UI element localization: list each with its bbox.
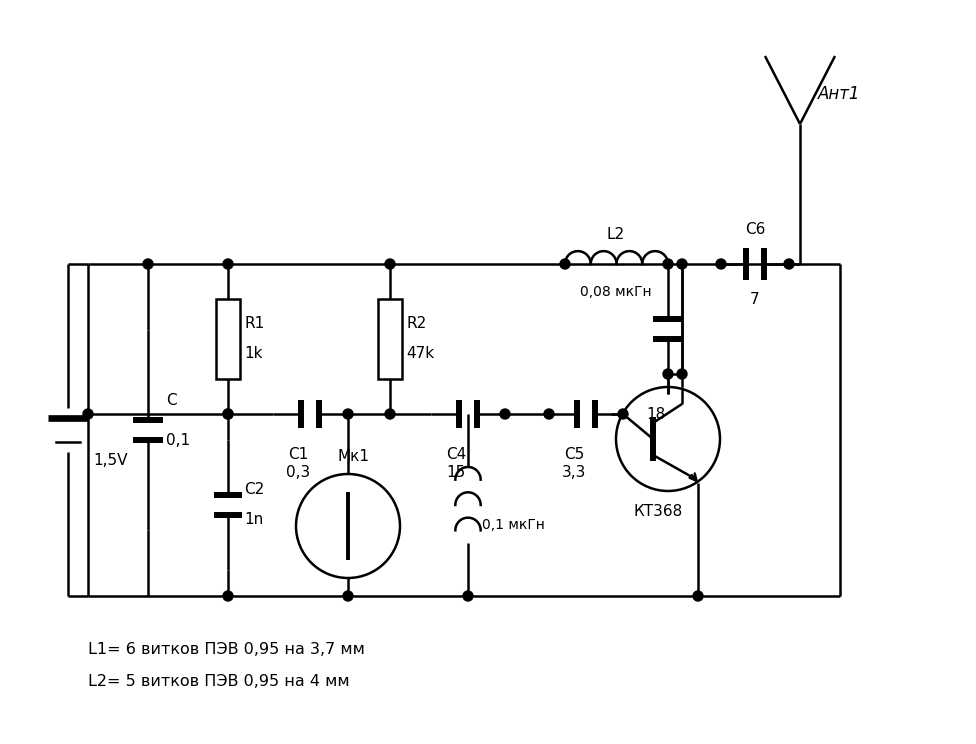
Text: C2: C2 — [244, 481, 264, 496]
Circle shape — [663, 369, 673, 379]
Text: 0,3: 0,3 — [286, 464, 310, 479]
Circle shape — [143, 259, 153, 269]
Text: 1n: 1n — [244, 512, 264, 527]
Text: C: C — [166, 393, 177, 408]
Text: Мк1: Мк1 — [337, 449, 369, 464]
Circle shape — [223, 259, 233, 269]
Circle shape — [223, 409, 233, 419]
Text: L2= 5 витков ПЭВ 0,95 на 4 мм: L2= 5 витков ПЭВ 0,95 на 4 мм — [88, 675, 349, 690]
Circle shape — [677, 259, 687, 269]
Text: 7: 7 — [751, 292, 759, 307]
Circle shape — [223, 409, 233, 419]
Text: C6: C6 — [745, 222, 765, 237]
Circle shape — [663, 259, 673, 269]
Text: 18: 18 — [646, 406, 666, 422]
Circle shape — [716, 259, 726, 269]
Text: R1: R1 — [244, 315, 264, 330]
Text: 3,3: 3,3 — [562, 464, 587, 479]
Circle shape — [693, 591, 703, 601]
Text: 0,08 мкГн: 0,08 мкГн — [580, 285, 652, 299]
Circle shape — [500, 409, 510, 419]
Bar — [216, 299, 240, 379]
Circle shape — [463, 591, 473, 601]
Text: C4: C4 — [446, 446, 467, 461]
Circle shape — [223, 591, 233, 601]
Text: 47k: 47k — [406, 345, 434, 361]
Text: 0,1 мкГн: 0,1 мкГн — [482, 518, 545, 532]
Circle shape — [544, 409, 554, 419]
Circle shape — [560, 259, 570, 269]
Text: L2: L2 — [607, 226, 625, 242]
Text: 1k: 1k — [244, 345, 263, 361]
Text: 15: 15 — [446, 464, 466, 479]
Text: Ант1: Ант1 — [818, 85, 861, 103]
Circle shape — [677, 369, 687, 379]
Text: C5: C5 — [564, 446, 584, 461]
Circle shape — [618, 409, 628, 419]
Text: R2: R2 — [406, 315, 427, 330]
Text: 1,5V: 1,5V — [93, 452, 128, 467]
Text: 0,1: 0,1 — [166, 432, 190, 447]
Circle shape — [784, 259, 794, 269]
Circle shape — [83, 409, 93, 419]
Circle shape — [343, 409, 353, 419]
Circle shape — [385, 259, 395, 269]
Bar — [378, 299, 402, 379]
Circle shape — [385, 409, 395, 419]
Circle shape — [343, 591, 353, 601]
Text: C1: C1 — [288, 446, 308, 461]
Text: КТ368: КТ368 — [633, 504, 682, 519]
Text: L1= 6 витков ПЭВ 0,95 на 3,7 мм: L1= 6 витков ПЭВ 0,95 на 3,7 мм — [88, 641, 365, 656]
